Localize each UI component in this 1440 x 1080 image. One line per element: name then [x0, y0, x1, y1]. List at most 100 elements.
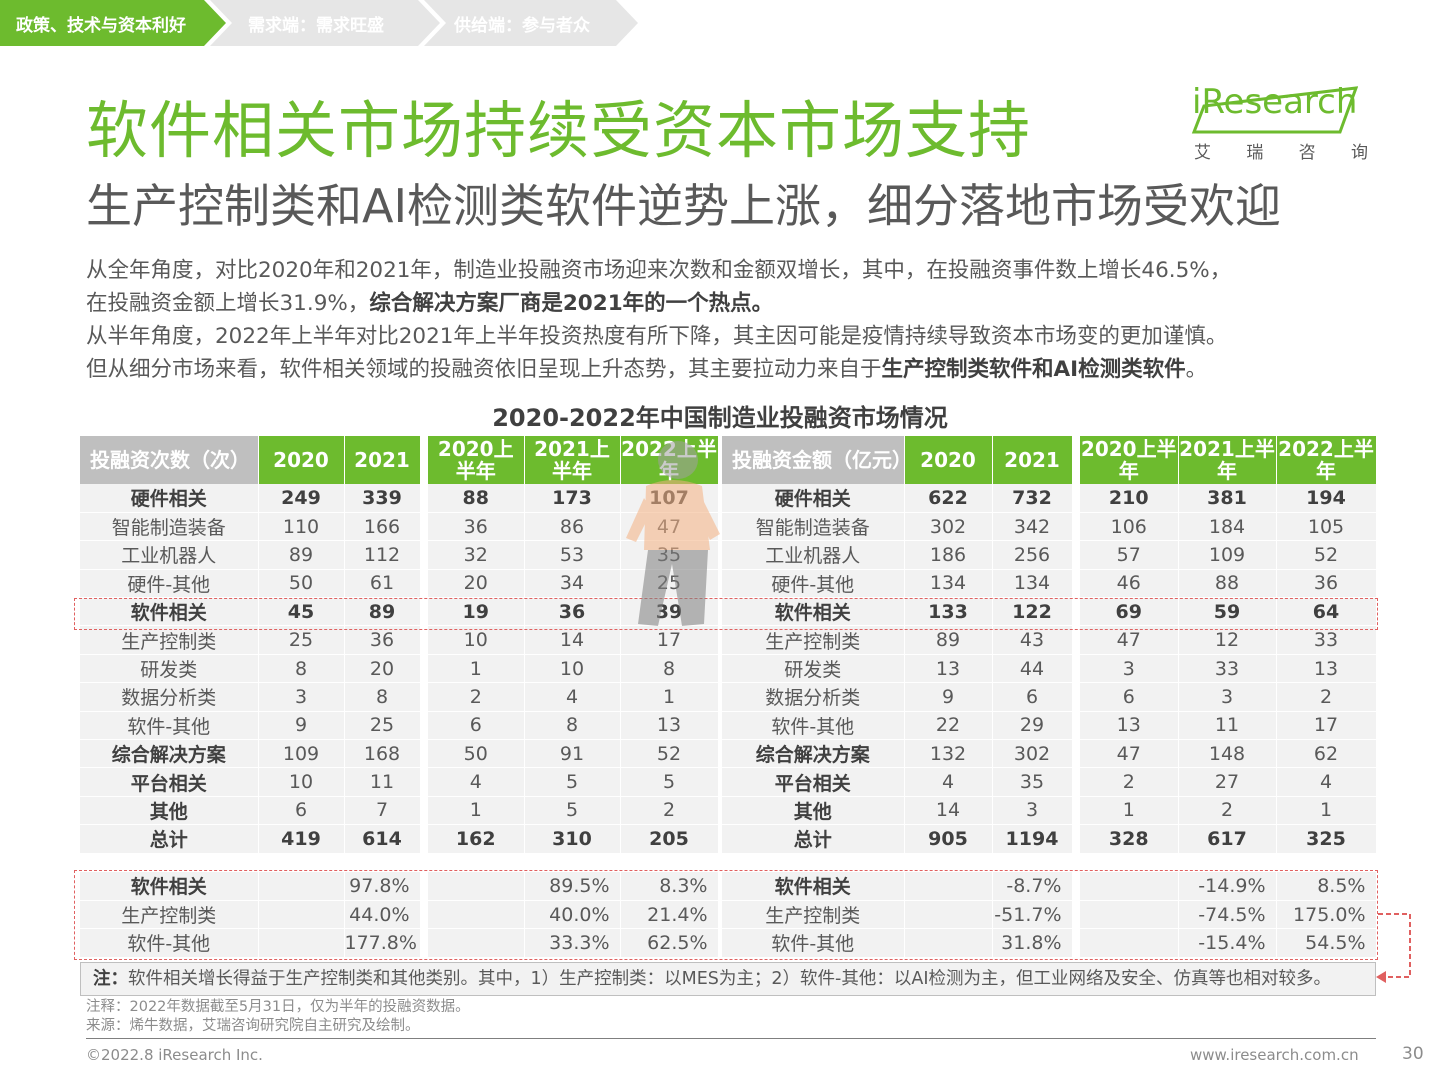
row-value: 194: [1276, 484, 1377, 513]
row-value: 381: [1178, 484, 1277, 513]
row-value: 3: [258, 682, 345, 712]
row-value: 166: [344, 512, 421, 542]
row-value: 20: [428, 569, 525, 599]
table-row: 47 148 62: [1080, 739, 1377, 769]
empty-cell: [1080, 928, 1179, 958]
logo-swoosh-icon: [1191, 86, 1358, 134]
row-value: 6: [992, 682, 1073, 712]
table-row: 硬件-其他 50 61: [80, 569, 421, 599]
growth-row: 89.5% 8.3%: [428, 872, 719, 901]
table-header: 2021: [992, 436, 1073, 484]
row-value: 328: [1080, 824, 1179, 854]
row-value: 6: [428, 711, 525, 741]
table-row: 210 381 194: [1080, 484, 1377, 513]
row-label: 其他: [80, 796, 259, 826]
row-value: 617: [1178, 824, 1277, 854]
row-value: 3: [1080, 654, 1179, 684]
row-value: 4: [1276, 767, 1377, 797]
row-value: 13: [620, 711, 719, 741]
row-value: 14: [904, 796, 993, 826]
growth-value: -74.5%: [1178, 900, 1277, 930]
table-row: 软件-其他 9 25: [80, 711, 421, 741]
row-value: 45: [258, 597, 345, 627]
growth-row: 33.3% 62.5%: [428, 928, 719, 958]
row-value: 11: [1178, 711, 1277, 741]
row-value: 5: [524, 767, 621, 797]
row-label: 总计: [80, 824, 259, 854]
nav-tab-policy[interactable]: 政策、技术与资本利好: [0, 0, 226, 46]
growth-row: 软件相关 -8.7%: [722, 872, 1073, 901]
row-value: 52: [1276, 540, 1377, 570]
table-row: 数据分析类 9 6: [722, 682, 1073, 712]
row-value: 186: [904, 540, 993, 570]
row-value: 134: [992, 569, 1073, 599]
empty-cell: [258, 928, 345, 958]
table-header: 2020上半年: [1080, 436, 1179, 484]
row-label: 工业机器人: [80, 540, 259, 570]
table-row: 硬件-其他 134 134: [722, 569, 1073, 599]
empty-cell: [428, 928, 525, 958]
growth-row: 生产控制类 -51.7%: [722, 900, 1073, 930]
row-label: 生产控制类: [80, 900, 259, 930]
row-label: 软件相关: [722, 872, 905, 901]
row-label: 综合解决方案: [80, 739, 259, 769]
growth-value: 62.5%: [620, 928, 719, 958]
row-label: 研发类: [722, 654, 905, 684]
row-value: 134: [904, 569, 993, 599]
person-figure-icon: [626, 441, 720, 626]
row-value: 36: [1276, 569, 1377, 599]
row-label: 软件-其他: [722, 711, 905, 741]
table-header: 2021上半年: [1178, 436, 1277, 484]
row-label: 平台相关: [80, 767, 259, 797]
row-label: 软件相关: [80, 872, 259, 901]
footer-copyright: ©2022.8 iResearch Inc.: [86, 1046, 263, 1064]
row-value: 2: [1080, 767, 1179, 797]
row-value: 6: [1080, 682, 1179, 712]
count-half-table: 2020上半年 2021上半年 2022上半年 8817310736864732…: [428, 436, 719, 854]
row-value: 1: [428, 654, 525, 684]
row-value: 106: [1080, 512, 1179, 542]
row-value: 342: [992, 512, 1073, 542]
row-value: 19: [428, 597, 525, 627]
row-value: 36: [428, 512, 525, 542]
nav-tab-demand[interactable]: 需求端：需求旺盛: [210, 0, 440, 46]
footer-url[interactable]: www.iresearch.com.cn: [1190, 1046, 1359, 1064]
row-value: 25: [344, 711, 421, 741]
row-value: 205: [620, 824, 719, 854]
row-value: 168: [344, 739, 421, 769]
row-value: 622: [904, 484, 993, 513]
row-value: 2: [1276, 682, 1377, 712]
empty-cell: [904, 928, 993, 958]
table-row: 研发类 13 44: [722, 654, 1073, 684]
table-title: 2020-2022年中国制造业投融资市场情况: [492, 404, 948, 432]
table-row: 平台相关 10 11: [80, 767, 421, 797]
table-row: 20 34 25: [428, 569, 719, 599]
summary-line-1: 从全年角度，对比2020年和2021年，制造业投融资市场迎来次数和金额双增长，其…: [86, 258, 1232, 283]
table-row: 工业机器人 89 112: [80, 540, 421, 570]
table-row: 57 109 52: [1080, 540, 1377, 570]
empty-cell: [428, 872, 525, 901]
row-value: 6: [258, 796, 345, 826]
nav-tab-supply[interactable]: 供给端：参与者众: [424, 0, 638, 46]
summary-line-4: 但从细分市场来看，软件相关领域的投融资依旧呈现上升态势，其主要拉动力来自于生产控…: [86, 357, 1208, 382]
row-value: 132: [904, 739, 993, 769]
row-value: 302: [992, 739, 1073, 769]
table-row: 其他 14 3: [722, 796, 1073, 826]
growth-value: 97.8%: [344, 872, 421, 901]
row-label: 硬件相关: [80, 484, 259, 513]
row-value: 33: [1178, 654, 1277, 684]
row-value: 10: [524, 654, 621, 684]
row-label: 硬件相关: [722, 484, 905, 513]
row-value: 173: [524, 484, 621, 513]
table-note: 注：软件相关增长得益于生产控制类和其他类别。其中，1）生产控制类：以MES为主；…: [80, 962, 1376, 996]
row-value: 36: [344, 625, 421, 655]
row-value: 1: [1276, 796, 1377, 826]
table-row: 数据分析类 3 8: [80, 682, 421, 712]
growth-row: 40.0% 21.4%: [428, 900, 719, 930]
row-value: 88: [1178, 569, 1277, 599]
row-value: 302: [904, 512, 993, 542]
growth-value: 175.0%: [1276, 900, 1377, 930]
growth-value: 40.0%: [524, 900, 621, 930]
row-value: 35: [992, 767, 1073, 797]
row-value: 46: [1080, 569, 1179, 599]
